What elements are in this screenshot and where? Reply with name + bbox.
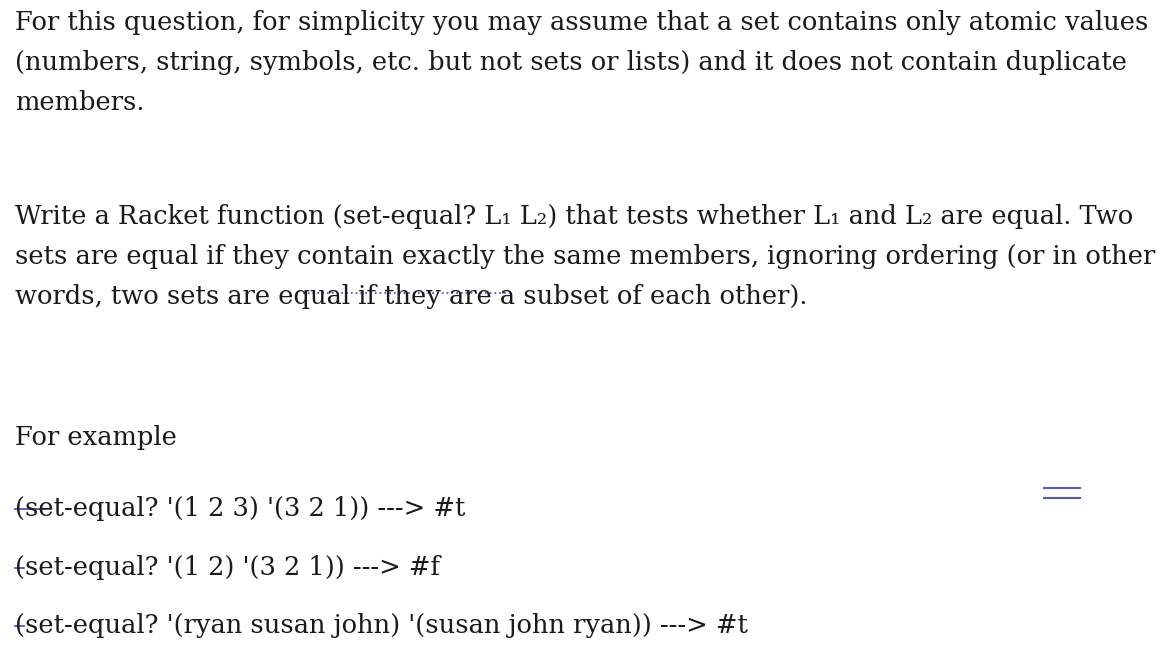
Text: Write a Racket function (set-equal? L₁ L₂) that tests whether L₁ and L₂ are equa: Write a Racket function (set-equal? L₁ L…: [15, 204, 1156, 310]
Text: (set-equal? '(ryan susan john) '(susan john ryan)) ---> #t: (set-equal? '(ryan susan john) '(susan j…: [15, 613, 748, 639]
Text: (set-equal? '(1 2) '(3 2 1)) ---> #f: (set-equal? '(1 2) '(3 2 1)) ---> #f: [15, 555, 440, 580]
Text: (set-equal? '(1 2 3) '(3 2 1)) ---> #t: (set-equal? '(1 2 3) '(3 2 1)) ---> #t: [15, 496, 466, 522]
Text: For this question, for simplicity you may assume that a set contains only atomic: For this question, for simplicity you ma…: [15, 10, 1149, 115]
Text: For example: For example: [15, 425, 178, 450]
